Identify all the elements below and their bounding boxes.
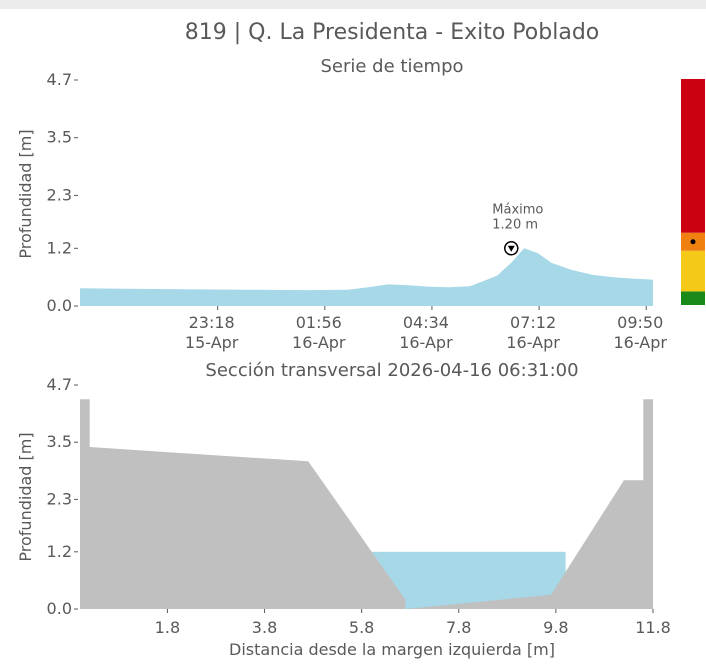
cross-section-xlabel: Distancia desde la margen izquierda [m] xyxy=(229,640,555,659)
xtick-time: 07:12 xyxy=(510,313,556,332)
cross-section-title: Sección transversal 2026-04-16 06:31:00 xyxy=(205,360,578,381)
xtick-label: 3.8 xyxy=(252,618,277,637)
xtick-date: 16-Apr xyxy=(399,333,453,352)
xtick-label: 9.8 xyxy=(543,618,568,637)
xtick-time: 01:56 xyxy=(296,313,342,332)
max-label: Máximo xyxy=(492,202,543,217)
time-series-xticks: 23:1815-Apr01:5616-Apr04:3416-Apr07:1216… xyxy=(185,306,667,352)
ytick-label: 2.3 xyxy=(47,185,72,204)
cross-section-yticks: 0.0 1.2 2.3 3.5 4.7 xyxy=(47,375,78,618)
ytick-label: 4.7 xyxy=(47,70,72,89)
xtick-date: 16-Apr xyxy=(506,333,560,352)
time-series-area xyxy=(80,248,653,306)
xtick-label: 7.8 xyxy=(446,618,471,637)
time-series-chart: Serie de tiempo Profundidad [m] 0.0 1.2 2.… xyxy=(16,56,667,352)
cross-section-area xyxy=(80,399,653,609)
xtick-time: 09:50 xyxy=(617,313,663,332)
xtick-label: 5.8 xyxy=(349,618,374,637)
alert-level-segment xyxy=(681,250,705,292)
xtick-time: 23:18 xyxy=(189,313,235,332)
time-series-ylabel: Profundidad [m] xyxy=(16,129,35,258)
xtick-label: 1.8 xyxy=(155,618,180,637)
xtick-date: 15-Apr xyxy=(185,333,239,352)
xtick-label: 11.8 xyxy=(635,618,671,637)
max-value: 1.20 m xyxy=(492,217,538,232)
alert-level-segment xyxy=(681,79,705,233)
alert-level-segment xyxy=(681,291,705,305)
ytick-label: 3.5 xyxy=(47,432,72,451)
time-series-title: Serie de tiempo xyxy=(320,56,463,77)
terrain-profile xyxy=(80,399,653,609)
ytick-label: 4.7 xyxy=(47,375,72,394)
alert-current-marker xyxy=(690,239,696,245)
alert-level-bar xyxy=(681,79,705,305)
ytick-label: 1.2 xyxy=(47,238,72,257)
cross-section-ylabel: Profundidad [m] xyxy=(16,432,35,561)
ytick-label: 2.3 xyxy=(47,489,72,508)
ytick-label: 0.0 xyxy=(47,599,72,618)
time-series-yticks: 0.0 1.2 2.3 3.5 4.7 xyxy=(47,70,78,315)
ytick-label: 3.5 xyxy=(47,128,72,147)
page-title: 819 | Q. La Presidenta - Exito Poblado xyxy=(185,20,600,45)
cross-section-xticks: 1.8 3.8 5.8 7.8 9.8 11.8 xyxy=(155,609,671,637)
cross-section-chart: Sección transversal 2026-04-16 06:31:00 … xyxy=(16,360,671,659)
depth-series-area xyxy=(80,248,653,306)
xtick-date: 16-Apr xyxy=(613,333,667,352)
top-strip xyxy=(0,0,706,9)
ytick-label: 1.2 xyxy=(47,542,72,561)
xtick-date: 16-Apr xyxy=(292,333,346,352)
max-marker-triangle xyxy=(507,245,515,252)
ytick-label: 0.0 xyxy=(47,296,72,315)
xtick-time: 04:34 xyxy=(403,313,449,332)
